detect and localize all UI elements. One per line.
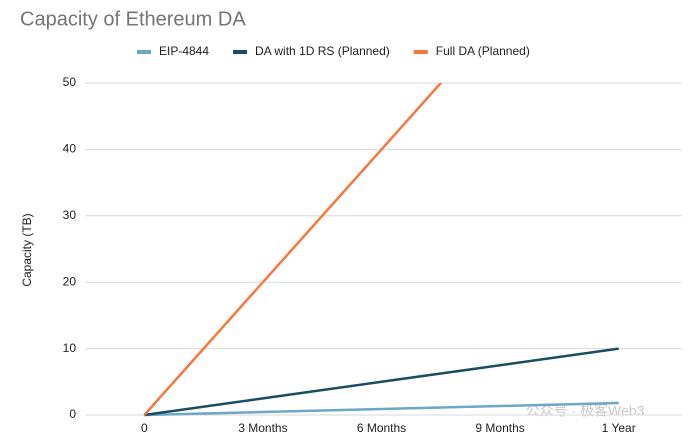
y-axis-label: Capacity (TB) [20, 213, 34, 286]
series-line [144, 401, 619, 417]
x-tick-label: 9 Months [475, 421, 524, 435]
legend-label: EIP-4844 [159, 44, 209, 58]
x-tick-label: 6 Months [357, 421, 406, 435]
y-tick-label: 40 [63, 142, 77, 156]
y-tick-label: 20 [63, 274, 77, 288]
x-tick-label: 3 Months [238, 421, 287, 435]
y-tick-label: 10 [63, 341, 77, 355]
chart-title: Capacity of Ethereum DA [20, 8, 246, 30]
series-line [143, 83, 443, 416]
plot-area [143, 83, 619, 417]
legend-label: DA with 1D RS (Planned) [255, 44, 390, 58]
x-tick-label: 1 Year [602, 421, 636, 435]
y-tick-label: 0 [69, 407, 76, 421]
y-tick-label: 30 [63, 208, 77, 222]
y-tick-label: 50 [63, 75, 77, 89]
series-line [144, 347, 619, 417]
x-tick-label: 0 [141, 421, 148, 435]
legend-label: Full DA (Planned) [436, 44, 530, 58]
